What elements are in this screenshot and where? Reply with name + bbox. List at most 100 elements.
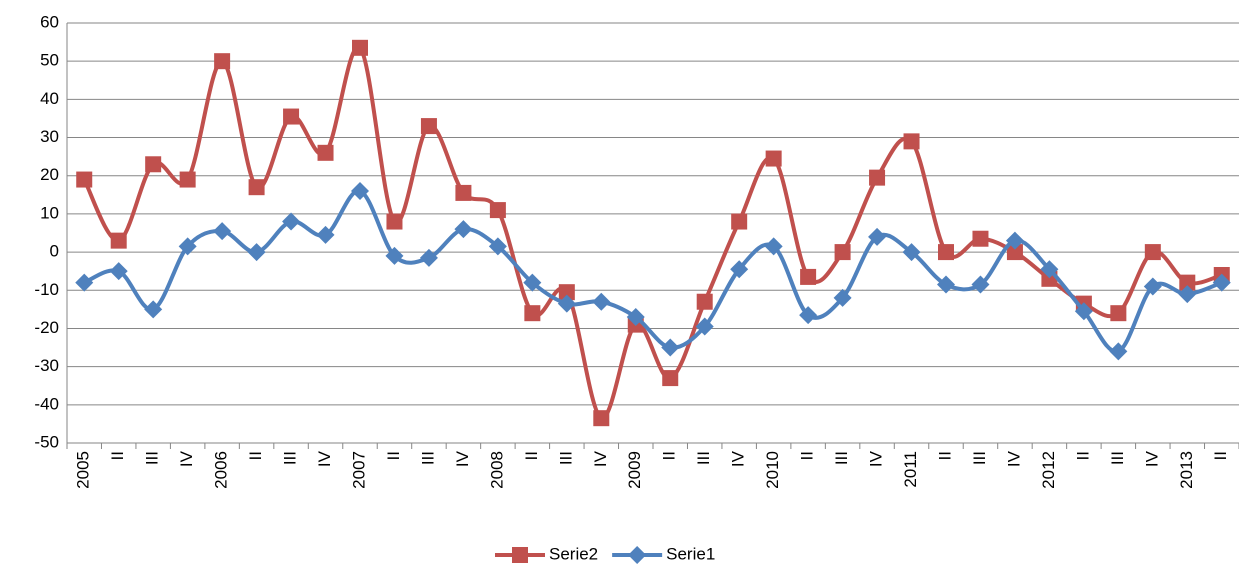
y-tick-label: 0 <box>50 242 59 261</box>
marker <box>696 293 713 310</box>
marker <box>938 244 954 261</box>
x-tick-label: IV <box>1142 450 1161 467</box>
x-tick-label: IV <box>1004 450 1023 467</box>
marker <box>971 275 990 294</box>
marker <box>1006 244 1023 261</box>
marker <box>765 150 782 167</box>
marker <box>282 212 301 231</box>
marker <box>489 202 506 219</box>
x-tick-label: II <box>935 451 954 460</box>
marker <box>1109 342 1128 361</box>
x-tick-label: 2005 <box>74 451 93 489</box>
marker <box>352 39 368 56</box>
y-tick-label: -30 <box>34 356 59 375</box>
marker <box>628 546 647 564</box>
x-tick-label: 2013 <box>1177 451 1196 489</box>
marker <box>419 248 438 267</box>
x-tick-label: 2009 <box>625 451 644 489</box>
marker <box>317 144 334 161</box>
legend-label: Serie1 <box>666 544 715 563</box>
x-tick-label: 2008 <box>487 451 506 489</box>
x-tick-label: III <box>556 451 575 465</box>
x-tick-label: III <box>1108 451 1127 465</box>
x-tick-label: III <box>418 451 437 465</box>
marker <box>800 268 817 285</box>
y-tick-label: 10 <box>40 203 59 222</box>
marker <box>1179 274 1196 291</box>
marker <box>1074 302 1093 321</box>
marker <box>799 306 818 325</box>
marker <box>833 288 852 307</box>
y-tick-label: 50 <box>40 51 59 70</box>
x-tick-label: IV <box>729 450 748 467</box>
marker <box>1005 231 1024 250</box>
x-tick-label: III <box>281 451 300 465</box>
marker <box>524 305 541 322</box>
y-tick-label: -40 <box>34 394 59 413</box>
x-tick-label: II <box>660 451 679 460</box>
marker <box>512 547 528 563</box>
marker <box>764 237 783 256</box>
x-tick-label: II <box>246 451 265 460</box>
marker <box>661 338 680 357</box>
marker <box>523 273 542 292</box>
marker <box>662 370 679 387</box>
marker <box>110 232 127 249</box>
x-tick-label: IV <box>453 450 472 467</box>
marker <box>178 237 197 256</box>
marker <box>593 410 610 427</box>
x-tick-label: 2012 <box>1039 451 1058 489</box>
marker <box>972 230 989 247</box>
x-tick-label: 2010 <box>763 451 782 489</box>
x-tick-label: IV <box>177 450 196 467</box>
marker <box>730 260 749 279</box>
marker <box>248 179 265 196</box>
marker <box>420 118 437 135</box>
y-tick-label: 30 <box>40 127 59 146</box>
marker <box>385 246 404 265</box>
marker <box>731 213 748 230</box>
marker <box>1212 273 1231 292</box>
marker <box>109 262 128 281</box>
x-tick-label: II <box>522 451 541 460</box>
series-line <box>82 45 1223 421</box>
marker <box>868 227 887 246</box>
marker <box>626 308 645 326</box>
marker <box>557 294 576 313</box>
x-tick-label: III <box>694 451 713 465</box>
marker <box>144 300 163 319</box>
marker <box>1110 305 1127 322</box>
marker <box>179 171 196 188</box>
y-tick-label: 60 <box>40 12 59 31</box>
marker <box>454 220 473 239</box>
marker <box>1143 277 1162 296</box>
marker <box>558 284 575 301</box>
x-tick-label: 2007 <box>349 451 368 489</box>
y-tick-label: -20 <box>34 318 59 337</box>
marker <box>695 317 714 336</box>
marker <box>213 222 232 241</box>
x-tick-label: II <box>384 451 403 460</box>
x-tick-label: III <box>832 451 851 465</box>
marker <box>937 275 955 294</box>
x-tick-label: III <box>143 451 162 465</box>
y-tick-label: -10 <box>34 280 59 299</box>
x-tick-label: IV <box>315 450 334 467</box>
marker <box>386 213 403 230</box>
marker <box>488 237 507 256</box>
x-tick-label: IV <box>591 450 610 467</box>
x-tick-label: II <box>798 451 817 460</box>
x-tick-label: III <box>970 451 989 465</box>
marker <box>455 184 472 201</box>
x-tick-label: II <box>1073 451 1092 460</box>
marker <box>903 133 920 150</box>
x-tick-label: IV <box>867 450 886 467</box>
series-line <box>83 189 1223 354</box>
x-tick-label: II <box>108 451 127 460</box>
x-tick-label: 2006 <box>212 451 231 489</box>
y-tick-label: -50 <box>34 432 59 451</box>
marker <box>247 243 266 262</box>
marker <box>834 244 851 261</box>
y-tick-label: 40 <box>40 89 59 108</box>
